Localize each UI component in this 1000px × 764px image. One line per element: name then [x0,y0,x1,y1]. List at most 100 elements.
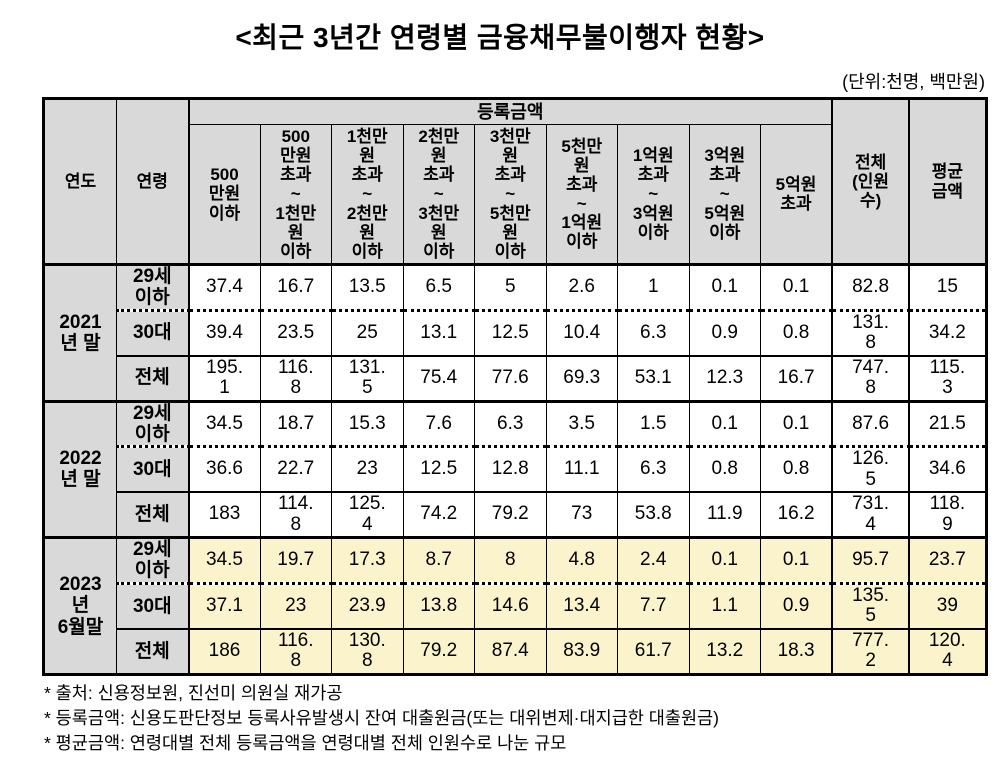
table-row: 2021 년 말 29세 이하 37.4 16.7 13.5 6.5 5 2.6… [43,264,987,402]
table-cell: 125.4 [331,491,404,539]
table-cell: 195.1 [188,354,261,402]
table-cell-total: 131.8 [831,309,911,357]
table-cell-average: 39 [908,582,987,630]
table-cell-total: 95.7 [831,537,911,585]
table-cell: 23.9 [331,582,404,630]
table-cell: 23 [331,446,404,493]
table-cell: 79.2 [402,627,475,675]
table-cell: 116.8 [259,627,332,675]
table-cell: 16.2 [760,491,833,539]
table-cell: 17.3 [331,537,404,585]
table-cell: 0.9 [760,582,833,630]
table-cell: 77.6 [474,354,547,402]
table-container: (단위:천명, 백만원) 연도 연령 등록금액 전체 (인원 수) 평균 금액 [42,68,988,676]
table-cell: 0.1 [688,400,761,449]
table-cell: 83.9 [545,627,618,675]
table-cell: 7.7 [617,582,690,630]
table-cell: 75.4 [402,354,475,402]
table-cell: 0.8 [688,446,761,493]
age-label: 29세 이하 [116,264,190,312]
table-cell: 1.1 [688,582,761,630]
table-cell: 114.8 [259,491,332,539]
table-cell-average: 21.5 [908,400,987,449]
footnote-source: * 출처: 신용정보원, 진선미 의원실 재가공 [44,682,343,703]
table-cell: 0.8 [760,446,833,493]
table-cell: 79.2 [474,491,547,539]
table-cell: 39.4 [188,309,261,357]
table-cell: 1.5 [617,400,690,449]
table-cell: 25 [331,309,404,357]
table-cell: 6.3 [617,446,690,493]
table-cell: 8 [474,537,547,585]
header-amount-range-1: 500 만원 이하 [188,124,261,265]
table-cell: 12.5 [402,446,475,493]
table-cell: 3.5 [545,400,618,449]
age-label: 30대 [116,582,190,630]
age-label: 29세 이하 [116,537,190,585]
table-cell: 34.5 [188,400,261,449]
age-label: 전체 [116,491,190,539]
header-amount-range-4: 2천만 원 초과 ~ 3천만 원 이하 [402,124,475,265]
table-cell: 73 [545,491,618,539]
table-cell: 5 [474,264,547,312]
table-row-total: 전체 195.1 116.8 131.5 75.4 77.6 69.3 53.1… [44,354,987,402]
header-year: 연도 [43,98,117,265]
header-amount-range-5: 3천만 원 초과 ~ 5천만 원 이하 [474,124,547,265]
year-group-2023: 2023 년 6월말 29세 이하 34.5 19.7 17.3 8.7 8 4… [43,537,987,675]
age-label: 29세 이하 [116,400,190,449]
table-cell: 13.4 [545,582,618,630]
table-cell: 130.8 [331,627,404,675]
table-cell: 16.7 [760,354,833,402]
table-cell-total: 777.2 [831,627,911,675]
unit-note: (단위:천명, 백만원) [842,72,985,92]
table-cell: 0.1 [760,264,833,312]
header-amount-range-7: 1억원 초과 ~ 3억원 이하 [617,124,690,265]
table-cell: 12.8 [474,446,547,493]
table-cell: 0.1 [688,537,761,585]
table-cell: 183 [188,491,261,539]
year-label: 2021 년 말 [43,264,117,402]
header-amount-range-2: 500 만원 초과 ~ 1천만 원 이하 [259,124,332,265]
footnotes: * 출처: 신용정보원, 진선미 의원실 재가공 * 등록금액: 신용도판단정보… [44,681,1000,756]
footnote-registered-amount: * 등록금액: 신용도판단정보 등록사유발생시 잔여 대출원금(또는 대위변제·… [44,707,719,728]
header-amount-range-9: 5억원 초과 [760,124,833,265]
year-group-2022: 2022 년 말 29세 이하 34.5 18.7 15.3 7.6 6.3 3… [43,400,987,539]
table-cell: 87.4 [474,627,547,675]
table-cell: 116.8 [259,354,332,402]
table-cell: 23 [259,582,332,630]
table-cell: 186 [188,627,261,675]
table-cell: 0.1 [760,537,833,585]
age-label: 30대 [116,309,190,357]
table-cell-average: 15 [908,264,987,312]
table-cell: 53.8 [617,491,690,539]
table-cell: 61.7 [617,627,690,675]
table-cell: 11.9 [688,491,761,539]
table-cell: 10.4 [545,309,618,357]
header-total-count: 전체 (인원 수) [831,98,911,265]
table-cell-total: 126.5 [831,446,911,493]
table-cell: 0.8 [760,309,833,357]
table-cell-average: 34.2 [908,309,987,357]
table-cell: 69.3 [545,354,618,402]
table-cell: 14.6 [474,582,547,630]
table-cell: 12.3 [688,354,761,402]
table-cell: 53.1 [617,354,690,402]
table-cell: 0.1 [760,400,833,449]
header-amount-range-8: 3억원 초과 ~ 5억원 이하 [688,124,761,265]
header-registered-amount: 등록금액 [188,98,833,125]
table-cell-total: 747.8 [831,354,911,402]
year-label: 2022 년 말 [43,400,117,539]
table-cell: 0.1 [688,264,761,312]
table-cell: 6.5 [402,264,475,312]
table-cell: 13.8 [402,582,475,630]
table-cell-total: 82.8 [831,264,911,312]
table-cell-total: 87.6 [831,400,911,449]
table-cell: 13.5 [331,264,404,312]
table-cell: 6.3 [617,309,690,357]
debt-defaulters-table: 연도 연령 등록금액 전체 (인원 수) 평균 금액 500 만원 이하 500… [42,97,988,676]
table-cell: 19.7 [259,537,332,585]
year-label: 2023 년 6월말 [43,537,117,675]
header-amount-range-6: 5천만 원 초과 ~ 1억원 이하 [545,124,618,265]
table-cell-average: 120.4 [908,627,987,675]
